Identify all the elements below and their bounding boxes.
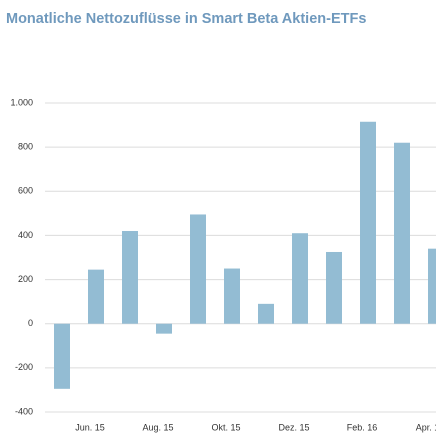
y-tick-label: 0 — [28, 318, 33, 328]
bar — [224, 268, 240, 324]
bar — [394, 142, 410, 324]
y-tick-label: 600 — [18, 186, 33, 196]
x-tick-label: Okt. 15 — [211, 422, 240, 432]
bar — [54, 323, 70, 389]
x-tick-label: Feb. 16 — [347, 422, 378, 432]
bar — [258, 303, 274, 324]
x-tick-label: Apr. 16 — [416, 422, 436, 432]
x-tick-label: Jun. 15 — [75, 422, 105, 432]
bar — [122, 231, 138, 324]
bar — [156, 323, 172, 334]
chart-title: Monatliche Nettozuflüsse in Smart Beta A… — [6, 11, 366, 27]
y-tick-label: -200 — [15, 362, 33, 372]
y-tick-label: -400 — [15, 406, 33, 416]
bar — [190, 214, 206, 324]
x-tick-label: Aug. 15 — [142, 422, 173, 432]
x-tick-label: Dez. 15 — [278, 422, 309, 432]
bar — [360, 121, 376, 324]
y-tick-label: 800 — [18, 142, 33, 152]
bar — [88, 269, 104, 324]
bar — [292, 233, 308, 324]
y-tick-label: 200 — [18, 274, 33, 284]
bar — [428, 248, 436, 324]
y-tick-label: 1.000 — [10, 97, 33, 107]
bar — [326, 251, 342, 324]
y-tick-label: 400 — [18, 230, 33, 240]
